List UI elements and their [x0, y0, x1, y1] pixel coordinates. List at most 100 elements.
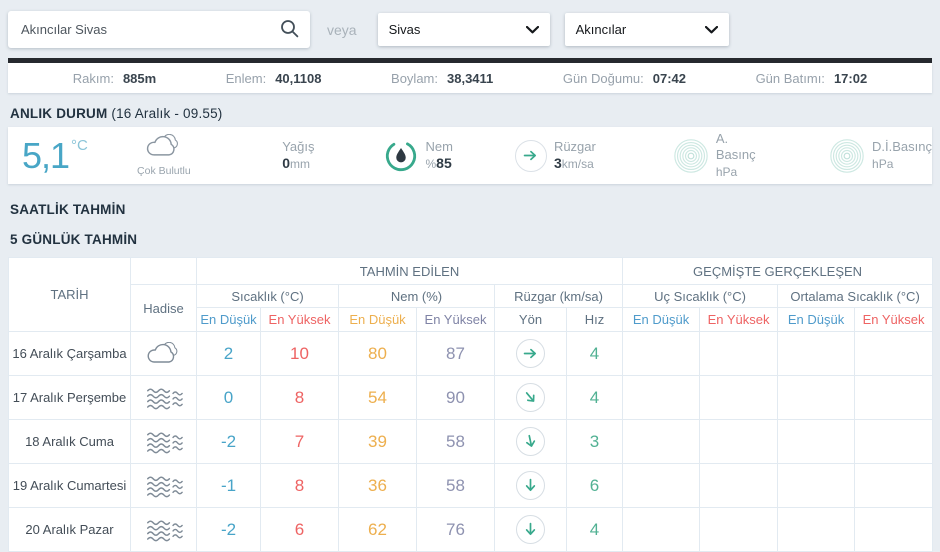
sea-pressure-label: D.İ.Basınç	[872, 139, 932, 155]
precipitation-label: Yağış	[282, 138, 315, 154]
past-avg-min-cell	[777, 375, 856, 420]
wind-speed-cell: 4	[565, 375, 624, 420]
past-extreme-max-cell	[699, 331, 779, 376]
past-extreme-min-cell	[622, 507, 701, 552]
humidity-prefix: %	[425, 156, 437, 171]
humidity-max-cell: 90	[416, 375, 495, 420]
header-extreme-min: En Düşük	[622, 307, 701, 332]
sunset-label: Gün Batımı:	[755, 70, 825, 86]
humidity-ring-icon	[384, 139, 418, 173]
event-cell	[130, 463, 197, 508]
temp-max-cell: 8	[260, 375, 339, 420]
header-wind-dir: Yön	[494, 307, 567, 332]
search-button[interactable]	[268, 11, 310, 48]
current-title-timestamp: (16 Aralık - 09.55)	[111, 106, 223, 121]
date-cell: 16 Aralık Çarşamba	[8, 331, 131, 376]
past-extreme-min-cell	[622, 375, 701, 420]
wind-metric: Rüzgar 3km/sa	[514, 138, 596, 173]
longitude-label: Boylam:	[391, 70, 438, 86]
temp-max-cell: 6	[260, 507, 339, 552]
wind-speed-cell: 3	[565, 419, 624, 464]
wind-direction-icon	[516, 471, 545, 500]
date-cell: 17 Aralık Perşembe	[8, 375, 131, 420]
event-cell	[130, 331, 197, 376]
header-group-past: GEÇMİŞTE GERÇEKLEŞEN	[622, 257, 934, 285]
condition-label: Çok Bulutlu	[137, 165, 191, 177]
location-search-box	[8, 11, 310, 48]
past-extreme-max-cell	[699, 419, 779, 464]
province-select[interactable]: Sivas	[377, 13, 550, 46]
past-extreme-min-cell	[622, 331, 701, 376]
fog-icon	[145, 473, 183, 499]
forecast-row: 17 Aralık Perşembe 0 8 54 90 4	[8, 375, 934, 420]
top-bar: veya Sivas Akıncılar	[0, 0, 940, 58]
header-event-spacer	[130, 257, 197, 285]
longitude-value: 38,3411	[447, 70, 494, 86]
humidity-min-cell: 62	[338, 507, 417, 552]
header-avg-max: En Yüksek	[854, 307, 934, 332]
past-extreme-min-cell	[622, 463, 701, 508]
cloudy-icon	[144, 341, 184, 366]
past-extreme-max-cell	[699, 375, 779, 420]
wind-direction-cell	[494, 331, 567, 376]
temp-max-cell: 10	[260, 331, 339, 376]
wind-direction-icon	[514, 139, 547, 172]
wind-speed-cell: 4	[565, 507, 624, 552]
pressure-label: A. Basınç	[715, 131, 756, 163]
forecast-table-body: 16 Aralık Çarşamba 2 10 80 87 4 17 Aralık Perş…	[8, 331, 934, 552]
province-select-value: Sivas	[388, 22, 421, 37]
current-condition: Çok Bulutlu	[119, 133, 210, 177]
event-cell	[130, 507, 197, 552]
pressure-unit: hPa	[715, 164, 738, 179]
past-avg-max-cell	[854, 463, 934, 508]
temperature-value: 5,1	[22, 134, 70, 176]
header-group-forecast: TAHMİN EDİLEN	[195, 257, 624, 285]
forecast-table-wrap: TARİH TAHMİN EDİLEN GEÇMİŞTE GERÇEKLEŞEN…	[8, 257, 934, 552]
humidity-label: Nem	[425, 138, 453, 154]
temperature-unit: °C	[71, 136, 88, 154]
past-avg-max-cell	[854, 331, 934, 376]
header-temp-min: En Düşük	[196, 307, 261, 332]
forecast-table: TARİH TAHMİN EDİLEN GEÇMİŞTE GERÇEKLEŞEN…	[8, 257, 934, 552]
district-select[interactable]: Akıncılar	[564, 13, 729, 46]
wind-label: Rüzgar	[553, 138, 596, 154]
latitude-info: Enlem: 40,1108	[226, 71, 322, 86]
temp-max-cell: 8	[260, 463, 339, 508]
latitude-label: Enlem:	[225, 70, 267, 86]
dark-divider-strip	[8, 58, 932, 63]
wind-direction-icon	[516, 339, 545, 368]
temp-min-cell: -2	[196, 419, 261, 464]
sunset-value: 17:02	[833, 70, 868, 86]
date-cell: 19 Aralık Cumartesi	[8, 463, 131, 508]
daily-section-title[interactable]: 5 GÜNLÜK TAHMİN	[10, 232, 138, 247]
humidity-max-cell: 87	[416, 331, 495, 376]
forecast-row: 19 Aralık Cumartesi -1 8 36 58 6	[8, 463, 934, 508]
past-avg-max-cell	[854, 419, 934, 464]
header-temperature-group: Sıcaklık (°C)	[196, 284, 339, 308]
header-wind-group: Rüzgar (km/sa)	[493, 284, 624, 308]
altitude-label: Rakım:	[72, 70, 114, 86]
past-extreme-min-cell	[622, 419, 701, 464]
header-avg-temp-group: Ortalama Sıcaklık (°C)	[777, 284, 934, 308]
past-avg-min-cell	[777, 463, 856, 508]
humidity-max-cell: 58	[416, 419, 495, 464]
current-section-title: ANLIK DURUM (16 Aralık - 09.55)	[0, 93, 940, 127]
fog-icon	[145, 429, 183, 455]
header-hum-max: En Yüksek	[416, 307, 495, 332]
forecast-row: 16 Aralık Çarşamba 2 10 80 87 4	[8, 331, 934, 376]
forecast-row: 18 Aralık Cuma -2 7 39 58 3	[8, 419, 934, 464]
altitude-info: Rakım: 885m	[73, 71, 156, 86]
sunrise-label: Gün Doğumu:	[562, 70, 644, 86]
temp-min-cell: 0	[196, 375, 261, 420]
temp-min-cell: -2	[196, 507, 261, 552]
wind-direction-icon	[516, 515, 545, 544]
humidity-max-cell: 76	[416, 507, 495, 552]
header-extreme-max: En Yüksek	[699, 307, 779, 332]
fog-icon	[145, 385, 183, 411]
humidity-min-cell: 80	[338, 331, 417, 376]
hourly-section-title[interactable]: SAATLİK TAHMİN	[10, 202, 126, 217]
wind-direction-cell	[494, 375, 567, 420]
wind-direction-cell	[494, 419, 567, 464]
search-input[interactable]	[8, 22, 268, 37]
wind-direction-cell	[494, 463, 567, 508]
